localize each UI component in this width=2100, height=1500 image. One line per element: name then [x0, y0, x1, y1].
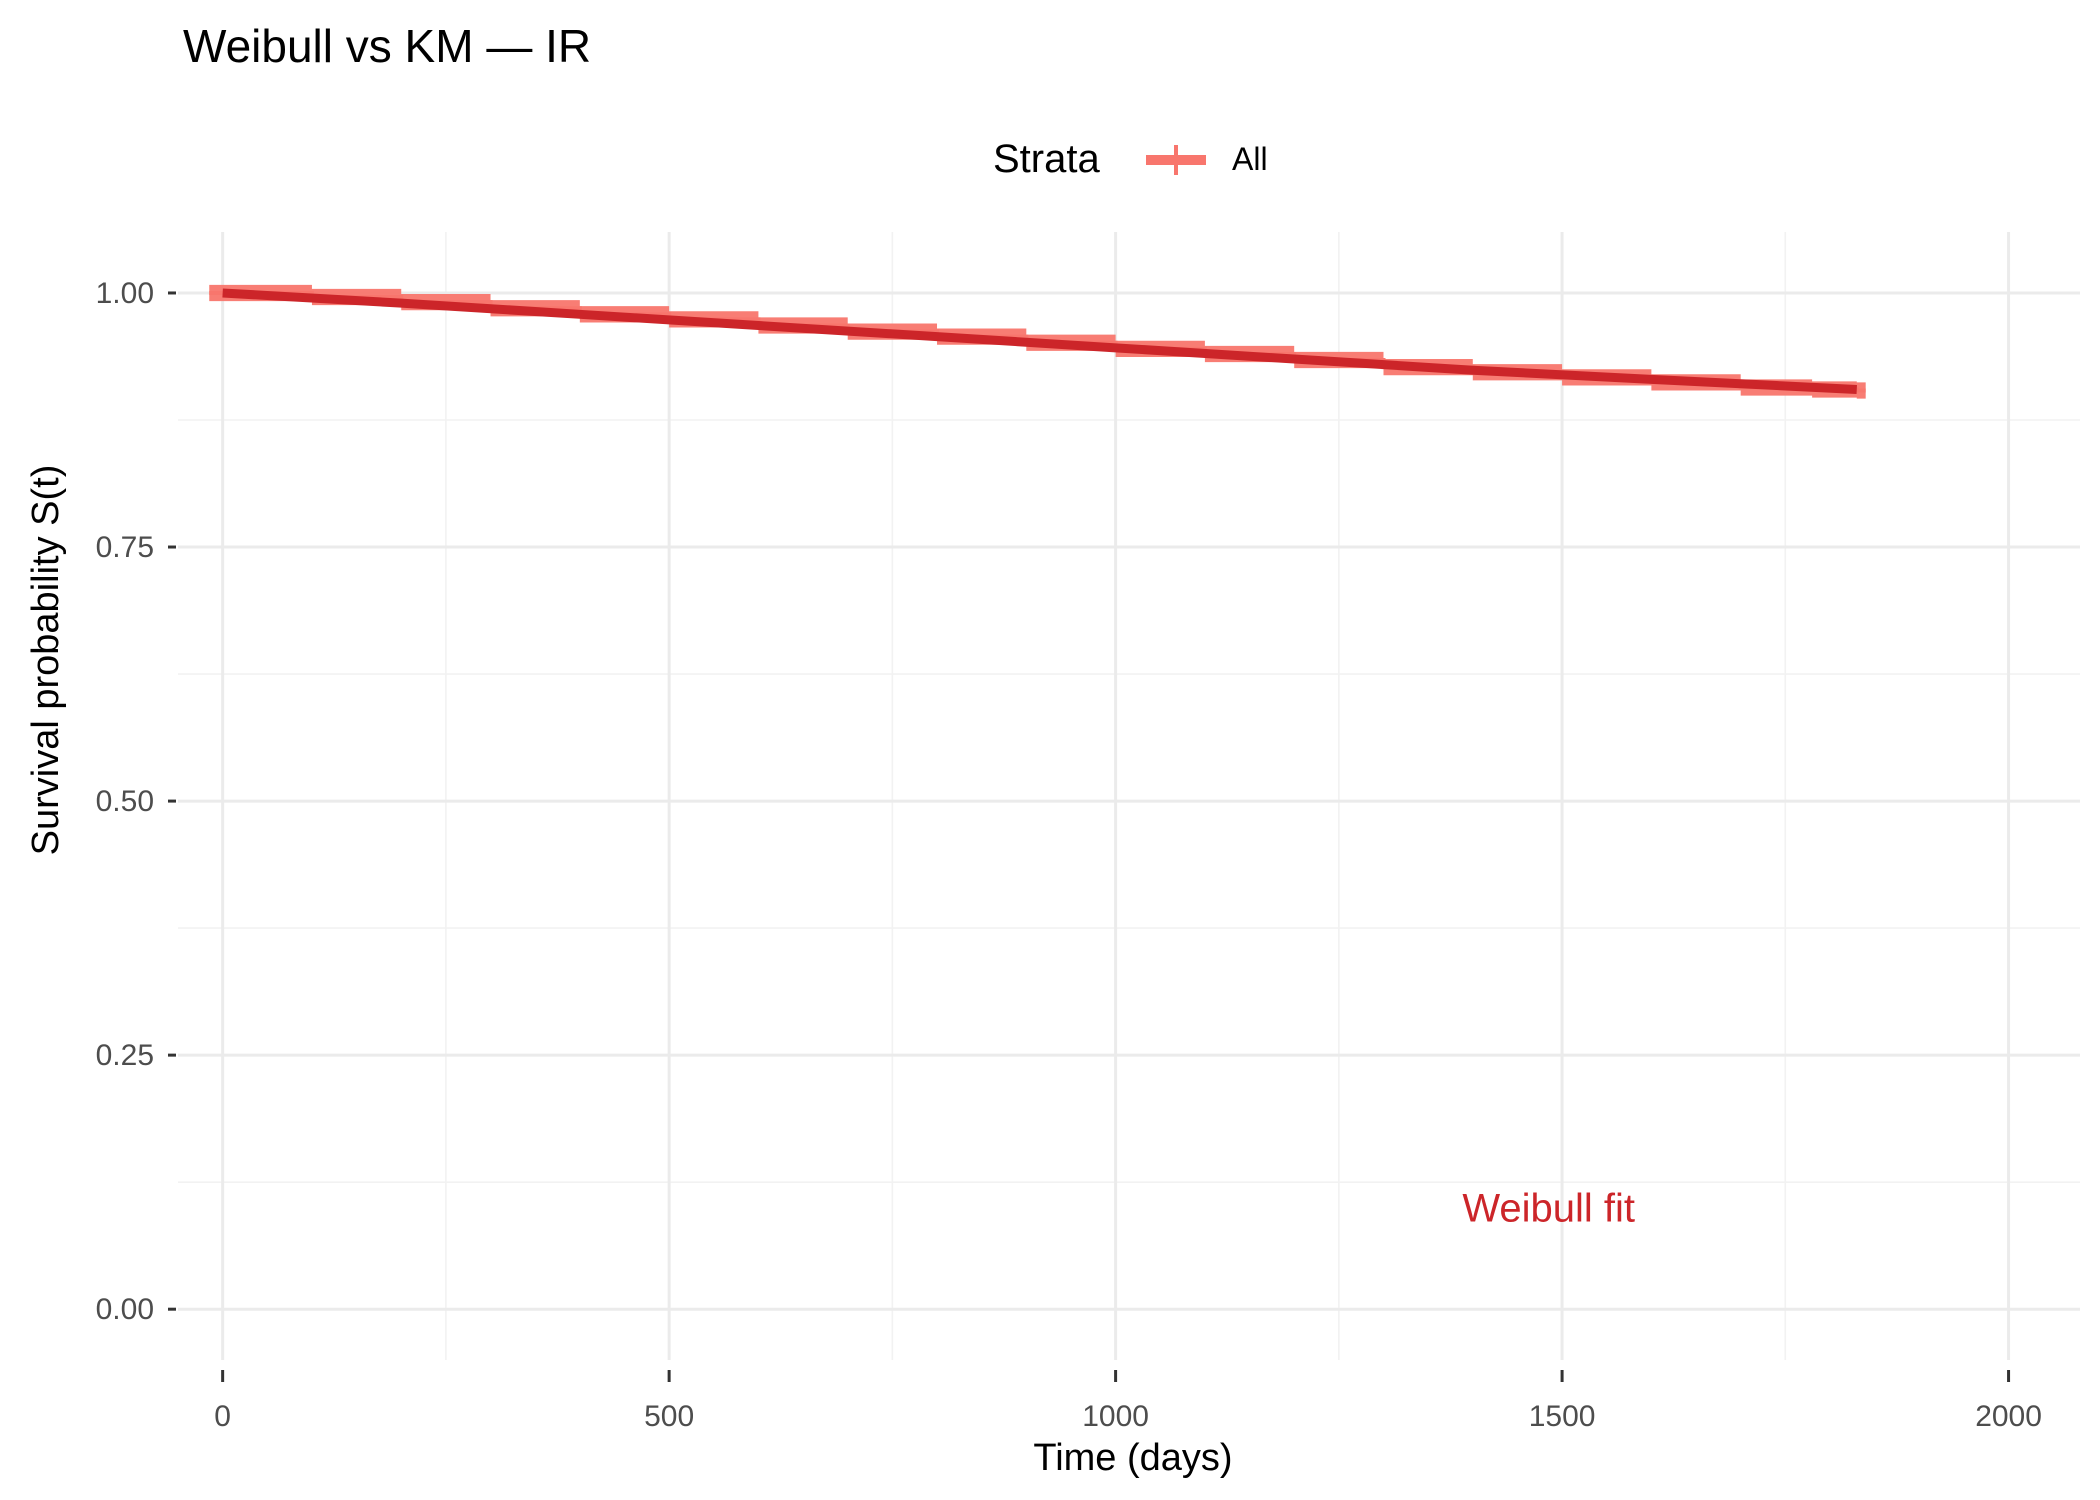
y-tick-label: 0.25 — [96, 1039, 154, 1072]
x-tick-label: 1000 — [1082, 1400, 1149, 1433]
y-tick-label: 0.75 — [96, 531, 154, 564]
y-tick-label: 0.50 — [96, 785, 154, 818]
minor-gridlines — [178, 232, 2080, 1360]
x-tick-label: 2000 — [1975, 1400, 2042, 1433]
weibull-fit-path — [222, 288, 1857, 395]
major-gridlines — [178, 232, 2080, 1360]
legend-label-all: All — [1232, 141, 1268, 177]
annotation-weibull-fit: Weibull fit — [1462, 1187, 1635, 1231]
x-axis-title: Time (days) — [1033, 1437, 1232, 1479]
x-tick-label: 0 — [214, 1400, 231, 1433]
legend-title: Strata — [993, 137, 1100, 181]
legend-key-all — [1146, 145, 1206, 175]
y-axis-ticks: 0.00 0.25 0.50 0.75 1.00 — [96, 277, 176, 1326]
annotations: Weibull fit — [1462, 1187, 1635, 1231]
y-axis-title: Survival probability S(t) — [25, 465, 67, 856]
y-tick-label: 0.00 — [96, 1293, 154, 1326]
x-tick-label: 1500 — [1529, 1400, 1596, 1433]
weibull-fit-line — [222, 288, 1857, 395]
legend: Strata All — [993, 137, 1268, 181]
chart-title: Weibull vs KM — IR — [183, 20, 591, 72]
x-tick-label: 500 — [644, 1400, 694, 1433]
x-axis-ticks: 0 500 1000 1500 2000 — [214, 1370, 2042, 1433]
y-tick-label: 1.00 — [96, 277, 154, 310]
